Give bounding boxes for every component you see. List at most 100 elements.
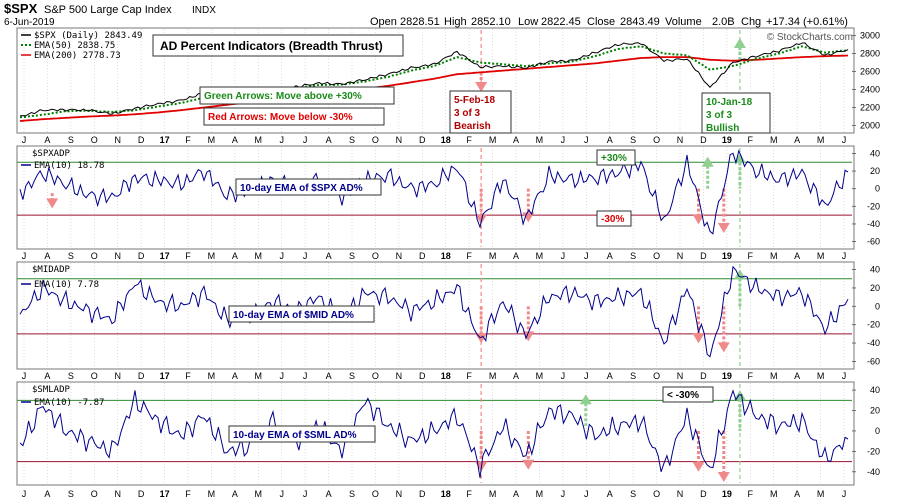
x-tick-label: S xyxy=(349,251,355,261)
x-tick-label: D xyxy=(138,489,145,499)
x-tick-label: M xyxy=(817,489,825,499)
red-arrow xyxy=(522,459,535,470)
x-tick-label: J xyxy=(561,489,566,499)
x-tick-label: S xyxy=(630,489,636,499)
y-tick-label: -20 xyxy=(867,201,880,211)
x-tick-label: J xyxy=(584,251,589,261)
x-tick-label: 18 xyxy=(441,251,451,261)
x-tick-label: M xyxy=(817,251,825,261)
y-tick-label: -40 xyxy=(867,338,880,348)
sml-adp-symbol: $SMLADP xyxy=(32,385,71,395)
sml-adp-panel xyxy=(16,381,855,486)
mid-ema-label: EMA(10) 7.78 xyxy=(34,280,99,290)
x-tick-label: A xyxy=(232,251,238,261)
y-tick-label: -20 xyxy=(867,446,880,456)
x-tick-label: M xyxy=(489,371,497,381)
x-tick-label: A xyxy=(513,489,519,499)
x-tick-label: 17 xyxy=(160,371,170,381)
x-tick-label: D xyxy=(138,251,145,261)
mid-caption: 10-day EMA of $MID AD% xyxy=(228,305,375,323)
x-tick-label: F xyxy=(466,251,472,261)
x-tick-label: A xyxy=(44,489,50,499)
series-layer xyxy=(19,42,849,478)
x-tick-label: O xyxy=(372,371,379,381)
x-tick-label: S xyxy=(68,251,74,261)
bearish-date: 5-Feb-18 xyxy=(454,95,496,106)
volume-label: Volume xyxy=(665,16,702,28)
price-line xyxy=(19,42,849,117)
x-tick-label: A xyxy=(326,489,332,499)
red-arrow xyxy=(692,214,705,225)
x-tick-label: O xyxy=(91,489,98,499)
x-tick-label: M xyxy=(817,135,825,145)
x-tick-label: N xyxy=(396,489,403,499)
x-tick-label: J xyxy=(303,371,308,381)
x-tick-label: S xyxy=(630,371,636,381)
x-tick-label: M xyxy=(208,371,216,381)
x-tick-label: D xyxy=(419,371,426,381)
bullish-date: 10-Jan-18 xyxy=(706,97,753,108)
symbol-label: $SPX xyxy=(4,1,38,16)
low-label: Low xyxy=(518,16,538,28)
y-tick-label: 0 xyxy=(875,301,880,311)
x-tick-label: J xyxy=(22,135,27,145)
x-tick-label: D xyxy=(700,489,707,499)
legend-ema50: EMA(50) 2838.75 xyxy=(34,41,115,51)
sml-ema-label: EMA(10) -7.87 xyxy=(34,398,104,408)
x-tick-label: M xyxy=(770,371,778,381)
x-tick-label: O xyxy=(653,371,660,381)
sml-caption: 10-day EMA of $SML AD% xyxy=(228,425,376,443)
x-tick-label: O xyxy=(653,251,660,261)
x-tick-label: J xyxy=(561,135,566,145)
x-tick-label: 18 xyxy=(441,135,451,145)
plus-30-note: +30% xyxy=(596,149,636,166)
low-value: 2822.45 xyxy=(541,16,581,28)
bearish-count: 3 of 3 xyxy=(454,108,481,119)
x-tick-label: M xyxy=(770,251,778,261)
x-tick-label: S xyxy=(68,489,74,499)
bullish-note: 10-Jan-18 3 of 3 Bullish xyxy=(701,92,771,134)
x-tick-label: J xyxy=(584,489,589,499)
x-tick-label: A xyxy=(794,251,800,261)
x-tick-label: N xyxy=(114,251,121,261)
bearish-note: 5-Feb-18 3 of 3 Bearish xyxy=(449,90,512,134)
x-tick-label: J xyxy=(279,371,284,381)
x-tick-label: N xyxy=(114,135,121,145)
y-tick-label: 2800 xyxy=(860,49,880,59)
x-tick-label: F xyxy=(185,251,191,261)
breadth-ema-line xyxy=(19,389,849,478)
x-tick-labels: J J J J A A A A S S S S O O O O N N N N D D D D 17 17 17 17 F F F F M M M M… xyxy=(22,135,847,499)
x-tick-label: S xyxy=(630,251,636,261)
x-tick-label: M xyxy=(208,251,216,261)
x-tick-label: F xyxy=(185,371,191,381)
legend-ema200: EMA(200) 2778.73 xyxy=(34,51,121,61)
x-tick-label: O xyxy=(91,371,98,381)
x-tick-label: S xyxy=(68,371,74,381)
x-tick-label: D xyxy=(700,135,707,145)
sml-caption-text: 10-day EMA of $SML AD% xyxy=(233,430,357,441)
x-tick-label: 19 xyxy=(722,371,732,381)
ema200-line xyxy=(19,54,849,122)
green-arrow xyxy=(733,38,746,48)
red-arrow xyxy=(475,82,488,92)
y-tick-label: 40 xyxy=(870,148,880,158)
x-tick-label: J xyxy=(22,489,27,499)
x-tick-label: O xyxy=(91,135,98,145)
lt-30-note: < -30% xyxy=(662,386,714,403)
mid-caption-text: 10-day EMA of $MID AD% xyxy=(233,310,354,321)
ema50-line xyxy=(19,45,849,119)
x-tick-label: J xyxy=(22,251,27,261)
x-tick-label: J xyxy=(584,371,589,381)
red-arrow xyxy=(717,471,730,482)
y-tick-label: 3000 xyxy=(860,31,880,41)
breadth-ema-line xyxy=(19,265,849,358)
plus-30-text: +30% xyxy=(601,153,627,164)
red-arrow xyxy=(717,342,730,353)
green-arrow xyxy=(579,394,592,405)
open-value: 2828.51 xyxy=(400,16,440,28)
x-tick-label: J xyxy=(842,371,847,381)
x-tick-label: O xyxy=(653,135,660,145)
x-tick-label: D xyxy=(138,371,145,381)
x-tick-label: M xyxy=(208,135,216,145)
